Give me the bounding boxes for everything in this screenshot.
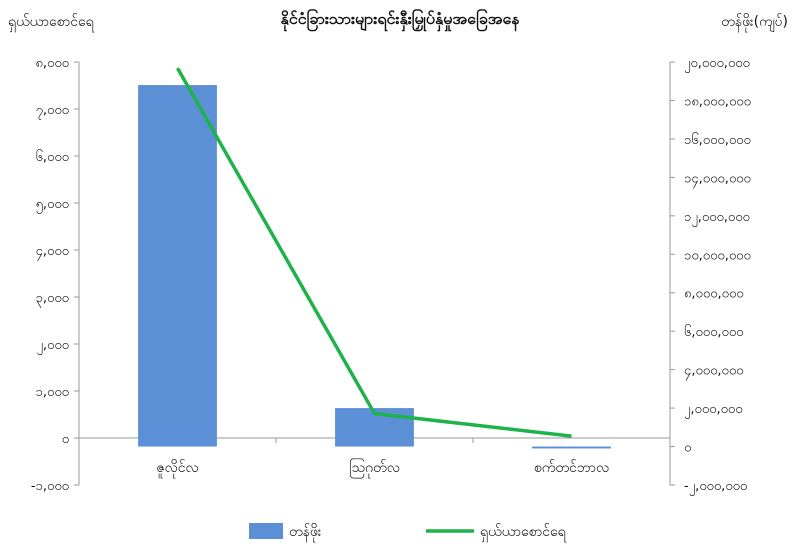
left-tick-label: -၁,၀၀၀ bbox=[31, 479, 69, 494]
left-tick-label: ၆,၀၀၀ bbox=[36, 149, 69, 165]
plot-area: -၁,၀၀၀ ၀ ၁,၀၀၀ ၂,၀၀၀ ၃,၀၀၀ ၄,၀၀၀ ၅,၀၀၀ ၆,၀၀၀ ၇,၀… bbox=[31, 56, 751, 496]
bar bbox=[532, 446, 611, 449]
left-tick-label: ၂,၀၀၀ bbox=[37, 338, 69, 355]
right-axis-label: တန်ဖိုး(ကျပ်) bbox=[721, 14, 788, 32]
right-tick-label: -၂,၀၀၀,၀၀၀ bbox=[684, 479, 747, 496]
right-tick-label: ၁၈,၀၀၀,၀၀၀ bbox=[684, 94, 751, 109]
x-tick-label: ဩဂုတ်လ bbox=[349, 459, 400, 478]
right-tick-label: ၀ bbox=[684, 441, 691, 456]
right-tick-label: ၂,၀၀၀,၀၀၀ bbox=[684, 402, 743, 419]
right-tick-label: ၁၄,၀၀၀,၀၀၀ bbox=[684, 171, 751, 188]
chart-title: နိုင်ငံခြားသားများရင်းနှီးမြှုပ်နှံမှုအခ… bbox=[281, 8, 521, 32]
x-tick-label: ဇူလိုင်လ bbox=[156, 460, 198, 478]
left-tick-label: ၃,၀၀၀ bbox=[36, 291, 69, 308]
x-tick-label: စက်တင်ဘာလ bbox=[534, 460, 609, 476]
left-axis-label: ရှယ်ယာစောင်ရေ bbox=[8, 14, 95, 32]
left-tick-label: ၇,၀၀၀ bbox=[36, 103, 69, 120]
right-tick-label: ၄,၀၀၀,၀၀၀ bbox=[684, 364, 743, 381]
left-tick-label: ၅,၀၀၀ bbox=[36, 197, 69, 214]
right-tick-label: ၁၂,၀၀၀,၀၀၀ bbox=[684, 210, 750, 227]
legend: တန်ဖိုး ရှယ်ယာစောင်ရေ bbox=[249, 523, 567, 542]
right-tick-label: ၁၆,၀၀၀,၀၀၀ bbox=[684, 132, 751, 148]
left-tick-label: ၄,၀၀၀ bbox=[36, 244, 69, 261]
right-tick-label: ၈,၀၀၀,၀၀၀ bbox=[684, 287, 744, 302]
legend-label-bar: တန်ဖိုး bbox=[289, 524, 322, 542]
left-tick-label: ၁,၀၀၀ bbox=[36, 385, 69, 400]
series-line bbox=[175, 67, 572, 438]
legend-label-line: ရှယ်ယာစောင်ရေ bbox=[480, 524, 567, 542]
left-tick-label: ၈,၀၀၀ bbox=[36, 56, 70, 71]
left-tick-label: ၀ bbox=[62, 432, 69, 447]
bar bbox=[138, 85, 217, 447]
legend-swatch-bar bbox=[249, 523, 283, 539]
right-tick-label: ၁၀,၀၀၀,၀၀၀ bbox=[684, 248, 751, 263]
right-tick-label: ၂၀,၀၀၀,၀၀၀ bbox=[684, 56, 750, 73]
right-tick-label: ၆,၀၀၀,၀၀၀ bbox=[684, 324, 743, 340]
